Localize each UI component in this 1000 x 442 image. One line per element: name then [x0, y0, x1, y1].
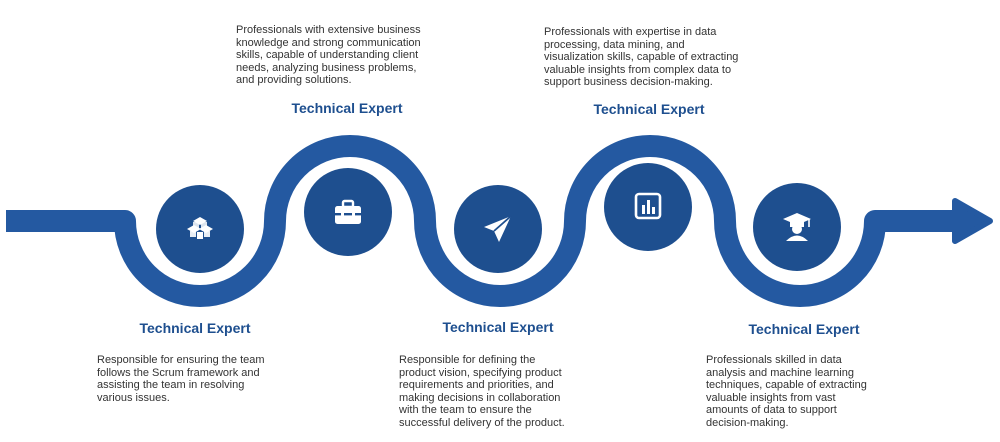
briefcase-icon [328, 192, 368, 232]
description-line: and providing solutions. [236, 74, 352, 86]
bar-chart-icon [628, 187, 668, 227]
description-line: amounts of data to support [706, 404, 837, 416]
description-line: various issues. [97, 391, 170, 404]
step-5-title: Technical Expert [748, 321, 860, 337]
step-3-title: Technical Expert [442, 319, 554, 335]
description-line: Responsible for ensuring the team [97, 354, 265, 366]
description-line: assisting the team in resolving [97, 379, 245, 391]
description-line: analysis and machine learning [706, 366, 854, 379]
description-line: needs, analyzing business problems, [236, 61, 417, 74]
cubes-icon [180, 209, 220, 249]
description-line: making decisions in collaboration [399, 391, 561, 404]
description-line: skills, capable of understanding client [236, 49, 419, 61]
description-line: with the team to ensure the [399, 404, 532, 416]
description-line: Professionals with extensive business [236, 24, 421, 36]
step-2-description: Professionals with extensive business kn… [236, 24, 421, 87]
paper-plane-icon [478, 209, 518, 249]
description-line: processing, data mining, and [544, 38, 685, 51]
step-2-title: Technical Expert [291, 100, 403, 116]
description-line: Professionals skilled in data [706, 354, 842, 366]
step-4-description: Professionals with expertise in data pro… [544, 26, 738, 89]
description-line: requirements and priorities, and [399, 379, 554, 391]
description-line: successful delivery of the product. [399, 416, 565, 429]
description-line: valuable insights from vast [706, 391, 836, 404]
description-line: product vision, specifying product [399, 366, 562, 379]
step-5-description: Professionals skilled in data analysis a… [706, 354, 867, 429]
graduation-cap-icon [777, 207, 817, 247]
arrow-head [952, 198, 993, 244]
step-4-title: Technical Expert [593, 101, 705, 117]
description-line: knowledge and strong communication [236, 36, 421, 49]
step-1-title: Technical Expert [139, 320, 251, 336]
step-3-description: Responsible for defining the product vis… [399, 354, 565, 429]
wave-band [6, 135, 960, 307]
description-line: valuable insights from complex data to [544, 63, 732, 76]
description-line: support business decision-making. [544, 76, 713, 88]
step-1-description: Responsible for ensuring the team follow… [97, 354, 265, 404]
description-line: follows the Scrum framework and [97, 366, 260, 379]
description-line: Responsible for defining the [399, 354, 536, 366]
description-line: techniques, capable of extracting [706, 379, 867, 391]
description-line: Professionals with expertise in data [544, 26, 717, 38]
description-line: visualization skills, capable of extract… [544, 51, 739, 63]
description-line: decision-making. [706, 416, 789, 429]
